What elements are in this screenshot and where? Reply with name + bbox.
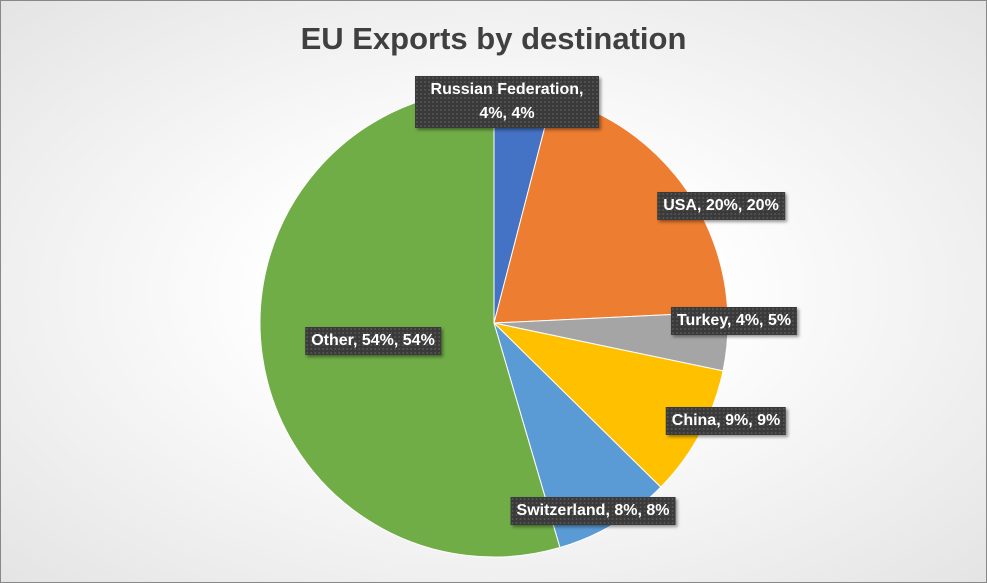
- data-label: Other, 54%, 54%: [305, 327, 441, 355]
- data-label: Switzerland, 8%, 8%: [510, 497, 676, 525]
- pie-slice: [259, 88, 561, 558]
- data-label: China, 9%, 9%: [665, 407, 787, 435]
- data-label: USA, 20%, 20%: [657, 192, 785, 220]
- data-label: Russian Federation, 4%, 4%: [415, 76, 599, 128]
- data-label: Turkey, 4%, 5%: [670, 307, 798, 335]
- chart-title: EU Exports by destination: [300, 21, 687, 56]
